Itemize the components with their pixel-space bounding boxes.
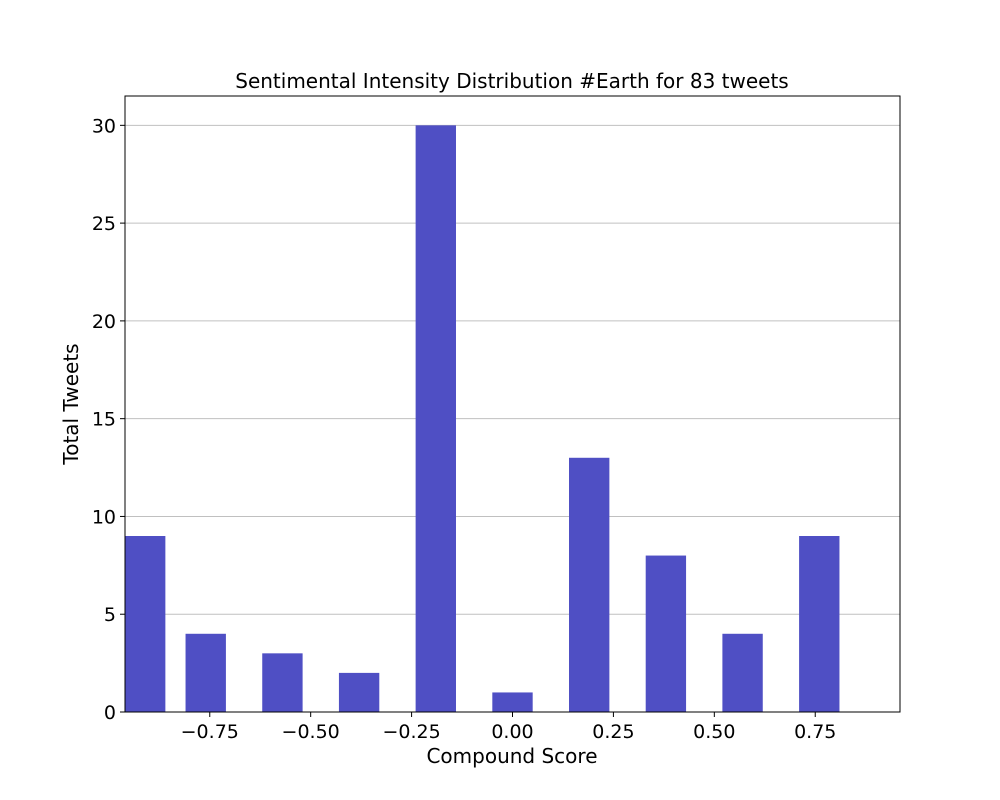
y-tick-label: 5 [104,604,116,626]
plot-frame [124,95,901,713]
x-tick-label: −0.50 [282,721,340,743]
y-tick-label: 0 [104,702,116,724]
bars [125,125,840,713]
x-tick-label: 0.50 [693,721,735,743]
bar [645,555,687,712]
x-axis-label: Compound Score [426,744,597,768]
y-axis: 0 5 10 15 20 25 30 [92,115,125,724]
x-tick-label: 0.75 [794,721,836,743]
grid-lines [125,124,900,615]
x-tick-label: −0.75 [181,721,239,743]
x-tick-label: 0.00 [491,721,533,743]
y-axis-label: Total Tweets [59,343,83,465]
y-tick-label: 25 [92,213,116,235]
bar [722,633,763,712]
y-tick-label: 20 [92,311,116,333]
bar [799,536,840,712]
x-tick-label: 0.25 [592,721,634,743]
bar [262,653,303,712]
chart-title: Sentimental Intensity Distribution #Eart… [235,69,788,93]
bar [125,536,166,712]
bar [415,125,456,713]
x-tick-label: −0.25 [382,721,440,743]
bar [338,672,380,712]
y-tick-label: 30 [92,115,116,137]
bar [569,457,610,712]
y-tick-label: 15 [92,409,116,431]
x-axis: −0.75 −0.50 −0.25 0.00 0.25 0.50 0.75 [181,712,836,743]
y-tick-label: 10 [92,506,116,528]
bar [492,692,533,712]
bar [185,633,226,712]
